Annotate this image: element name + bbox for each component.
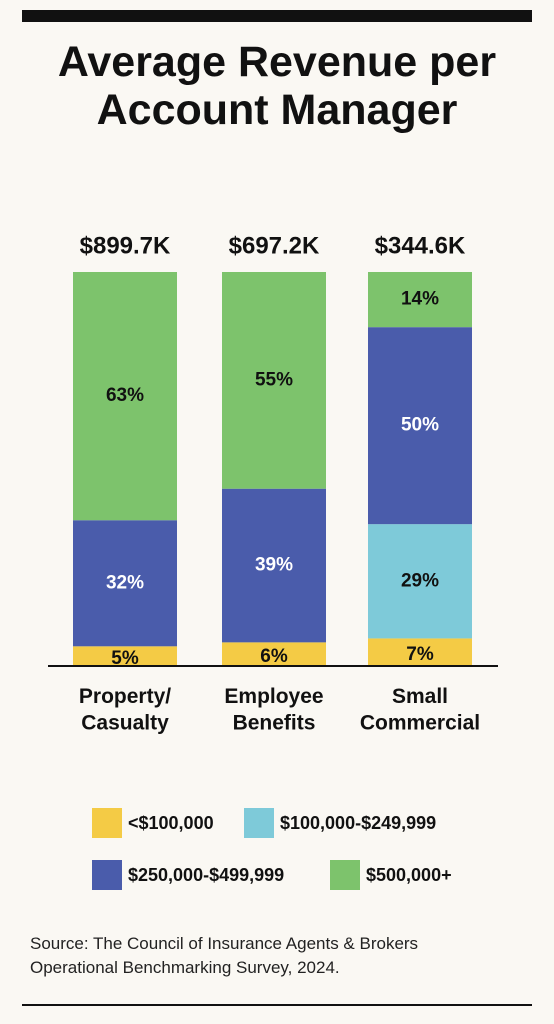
- bar-segment: [222, 272, 326, 489]
- legend-swatch: [92, 808, 122, 838]
- legend-label: $500,000+: [366, 865, 452, 885]
- bar-segment: [222, 642, 326, 666]
- bar-segment: [368, 524, 472, 639]
- legend-label: $100,000-$249,999: [280, 813, 436, 833]
- data-label: 7%: [406, 644, 434, 665]
- legend-label: $250,000-$499,999: [128, 865, 284, 885]
- top-rule: [22, 10, 532, 22]
- chart-title: Average Revenue per Account Manager: [57, 38, 497, 134]
- bar-segment: [368, 272, 472, 328]
- data-label: 14%: [401, 289, 439, 310]
- total-label: $344.6K: [375, 232, 466, 259]
- data-label: 6%: [260, 646, 288, 667]
- data-label: 29%: [401, 570, 439, 591]
- bar-segment: [222, 488, 326, 643]
- bar-segment: [368, 327, 472, 525]
- data-label: 5%: [111, 648, 139, 669]
- data-label: 63%: [106, 385, 144, 406]
- legend-swatch: [92, 860, 122, 890]
- data-label: 55%: [255, 369, 293, 390]
- legend-swatch: [244, 808, 274, 838]
- total-label: $697.2K: [229, 232, 320, 259]
- data-label: 50%: [401, 415, 439, 436]
- total-label: $899.7K: [80, 232, 171, 259]
- bar-segment: [73, 646, 177, 666]
- legend-swatch: [330, 860, 360, 890]
- bar-segment: [73, 272, 177, 521]
- source-note: Source: The Council of Insurance Agents …: [30, 934, 419, 977]
- legend-label: <$100,000: [128, 813, 214, 833]
- x-tick-label: Employee Benefits: [224, 685, 323, 734]
- data-label: 39%: [255, 555, 293, 576]
- x-tick-label: Property/Casualty: [79, 685, 171, 734]
- data-label: 32%: [106, 572, 144, 593]
- bottom-rule: [22, 1004, 532, 1006]
- x-tick-label: Small Commercial: [360, 685, 480, 734]
- bar-segment: [73, 520, 177, 647]
- bar-segment: [368, 638, 472, 666]
